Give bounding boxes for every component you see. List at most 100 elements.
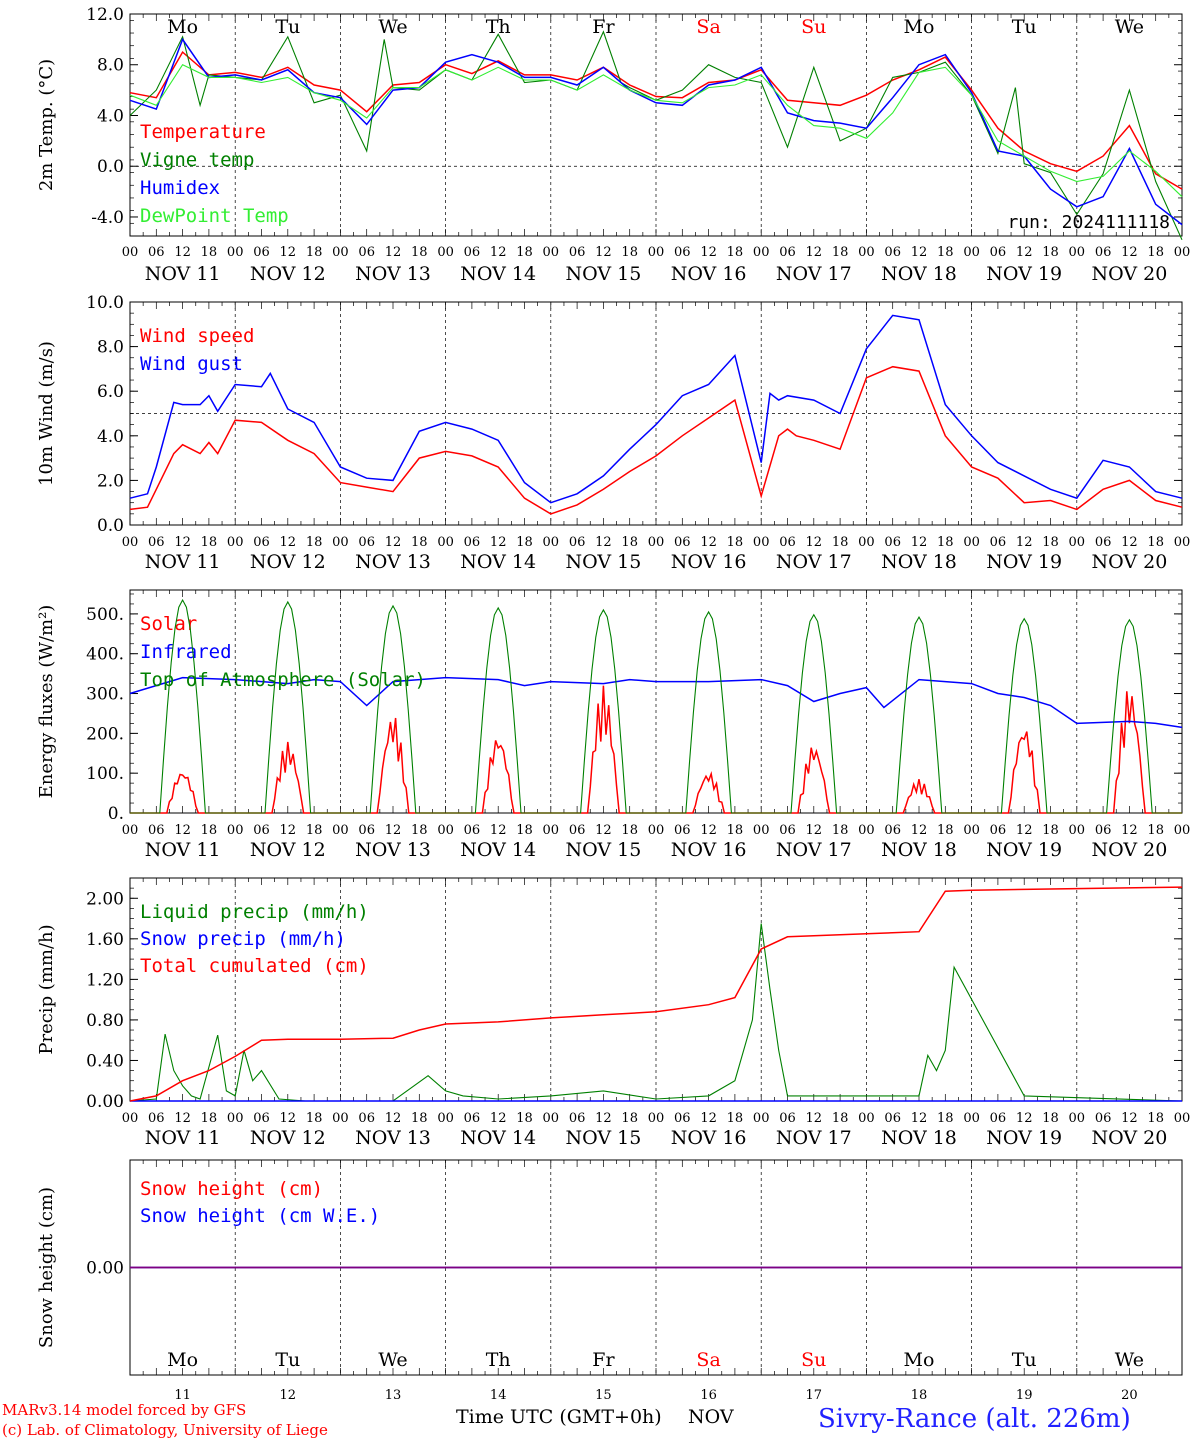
day-number: 12 xyxy=(280,1388,297,1403)
day-abbr: Su xyxy=(801,16,826,38)
hour-tick-label: 18 xyxy=(516,823,533,838)
hour-tick-label: 00 xyxy=(648,535,665,550)
day-abbr: Tu xyxy=(1012,16,1037,38)
day-abbr: Tu xyxy=(275,16,300,38)
date-label: NOV 19 xyxy=(986,263,1062,285)
hour-tick-label: 00 xyxy=(227,245,244,260)
hour-tick-label: 18 xyxy=(516,535,533,550)
day-abbr: Th xyxy=(486,1349,511,1371)
date-label: NOV 12 xyxy=(250,263,326,285)
hour-tick-label: 12 xyxy=(806,535,823,550)
day-abbr: Tu xyxy=(275,1349,300,1371)
hour-tick-label: 06 xyxy=(148,823,165,838)
series-line-vigne-temp xyxy=(129,30,1183,241)
hour-tick-label: 12 xyxy=(174,245,191,260)
day-number: 15 xyxy=(595,1388,612,1403)
hour-tick-label: 06 xyxy=(1095,535,1112,550)
hour-tick-label: 18 xyxy=(937,245,954,260)
hour-tick-label: 00 xyxy=(648,823,665,838)
y-tick-label: 200. xyxy=(86,724,124,744)
hour-tick-label: 18 xyxy=(832,535,849,550)
hour-tick-label: 12 xyxy=(280,245,297,260)
hour-tick-label: 00 xyxy=(1174,1111,1191,1126)
hour-tick-label: 18 xyxy=(937,535,954,550)
hour-tick-label: 00 xyxy=(963,245,980,260)
y-axis-label: Precip (mm/h) xyxy=(36,924,57,1054)
hour-tick-label: 00 xyxy=(753,245,770,260)
hour-tick-label: 18 xyxy=(201,245,218,260)
day-number: 20 xyxy=(1121,1388,1138,1403)
footer: MARv3.14 model forced by GFS (c) Lab. of… xyxy=(2,1401,1131,1439)
hour-tick-label: 06 xyxy=(464,245,481,260)
date-label: NOV 20 xyxy=(1091,1127,1167,1149)
date-label: NOV 20 xyxy=(1091,839,1167,861)
hour-tick-label: 06 xyxy=(674,535,691,550)
y-tick-label: 4.0 xyxy=(97,106,124,126)
hour-tick-label: 00 xyxy=(122,245,139,260)
hour-tick-label: 06 xyxy=(884,535,901,550)
hour-tick-label: 06 xyxy=(884,245,901,260)
hour-tick-label: 06 xyxy=(990,535,1007,550)
hour-tick-label: 06 xyxy=(1095,823,1112,838)
hour-tick-label: 12 xyxy=(595,245,612,260)
date-label: NOV 16 xyxy=(671,839,747,861)
hour-tick-label: 00 xyxy=(753,535,770,550)
series-line-total-cumulated-cm- xyxy=(129,886,1183,1102)
station-name: Sivry-Rance (alt. 226m) xyxy=(818,1404,1131,1434)
series-line-temperature xyxy=(129,50,1183,190)
hour-tick-label: 00 xyxy=(227,535,244,550)
day-abbr: We xyxy=(1115,16,1144,38)
hour-tick-label: 00 xyxy=(332,245,349,260)
y-tick-label: 4.0 xyxy=(97,427,124,447)
legend-label-infrared: Infrared xyxy=(140,641,232,663)
hour-tick-label: 18 xyxy=(306,245,323,260)
date-label: NOV 12 xyxy=(250,551,326,573)
date-label: NOV 14 xyxy=(460,263,536,285)
hour-tick-label: 18 xyxy=(832,245,849,260)
credit-model: MARv3.14 model forced by GFS xyxy=(2,1401,246,1419)
day-abbr: Mo xyxy=(167,16,198,38)
date-label: NOV 17 xyxy=(776,839,852,861)
hour-tick-label: 12 xyxy=(700,245,717,260)
y-tick-label: 400. xyxy=(86,645,124,665)
legend-label-liquid-precip-mm-h-: Liquid precip (mm/h) xyxy=(140,901,369,923)
date-label: NOV 15 xyxy=(565,1127,641,1149)
hour-tick-label: 18 xyxy=(937,1111,954,1126)
date-label: NOV 12 xyxy=(250,1127,326,1149)
legend-label-snow-precip-mm-h-: Snow precip (mm/h) xyxy=(140,928,346,950)
date-label: NOV 17 xyxy=(776,551,852,573)
hour-tick-label: 00 xyxy=(543,535,560,550)
date-label: NOV 19 xyxy=(986,1127,1062,1149)
day-number: 18 xyxy=(911,1388,928,1403)
hour-tick-label: 12 xyxy=(385,245,402,260)
day-abbr: Su xyxy=(801,1349,826,1371)
hour-tick-label: 06 xyxy=(990,1111,1007,1126)
y-tick-label: 1.60 xyxy=(86,930,124,950)
legend-label-total-cumulated-cm-: Total cumulated (cm) xyxy=(140,955,369,977)
panel-5: 0.00 Snow height (cm) Snow height (cm) Snow… xyxy=(36,1159,1183,1403)
hour-tick-label: 18 xyxy=(516,1111,533,1126)
hour-tick-label: 00 xyxy=(648,245,665,260)
y-axis-label: 2m Temp. (°C) xyxy=(36,59,57,191)
hour-tick-label: 00 xyxy=(1069,1111,1086,1126)
hour-tick-label: 00 xyxy=(122,535,139,550)
hour-tick-label: 18 xyxy=(306,823,323,838)
date-label: NOV 12 xyxy=(250,839,326,861)
hour-tick-label: 06 xyxy=(253,245,270,260)
hour-tick-label: 06 xyxy=(569,245,586,260)
date-label: NOV 16 xyxy=(671,551,747,573)
hour-tick-label: 18 xyxy=(727,535,744,550)
date-label: NOV 11 xyxy=(145,839,221,861)
hour-tick-label: 00 xyxy=(332,1111,349,1126)
y-axis-label: Energy fluxes (W/m²) xyxy=(36,605,57,799)
y-tick-label: 0. xyxy=(108,804,124,824)
hour-tick-label: 00 xyxy=(227,823,244,838)
hour-tick-label: 00 xyxy=(858,1111,875,1126)
hour-tick-label: 06 xyxy=(569,1111,586,1126)
date-label: NOV 20 xyxy=(1091,263,1167,285)
hour-tick-label: 18 xyxy=(201,535,218,550)
day-number: 11 xyxy=(174,1388,191,1403)
hour-tick-label: 18 xyxy=(201,1111,218,1126)
y-tick-label: 0.40 xyxy=(86,1051,124,1071)
